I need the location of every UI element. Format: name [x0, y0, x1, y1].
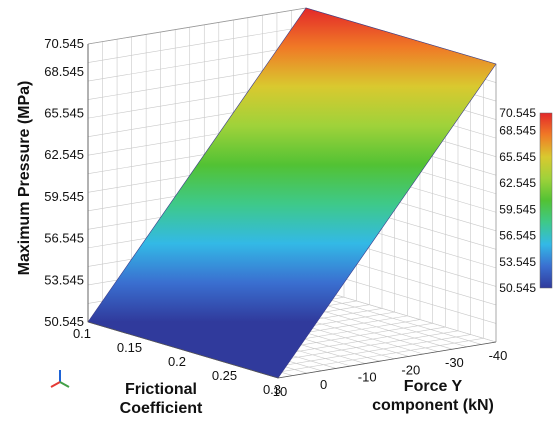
- axis-titles: Maximum Pressure (MPa) Frictional Coeffici…: [16, 81, 494, 417]
- x-tick-label: 0.15: [117, 340, 142, 355]
- axis-line: [277, 341, 497, 379]
- z-axis-title: Maximum Pressure (MPa): [16, 81, 33, 276]
- y-axis-title: Force Y: [404, 378, 463, 395]
- axis-triad-icon: [50, 370, 70, 388]
- pressure-surface: [87, 7, 497, 379]
- colorbar-tick-label: 70.545: [499, 106, 536, 120]
- triad-axis: [59, 381, 70, 388]
- grid-line: [265, 337, 484, 375]
- grid-line: [87, 26, 307, 63]
- grid-line: [252, 334, 471, 371]
- y-tick-label: 10: [273, 384, 287, 399]
- colorbar-tick-label: 68.545: [499, 124, 536, 138]
- z-tick-label: 50.545: [44, 314, 84, 329]
- colorbar-tick-label: 53.545: [499, 255, 536, 269]
- triad-axis: [50, 381, 61, 388]
- x-tick-label: 0.1: [73, 326, 91, 341]
- x-tick-label: 0.3: [263, 382, 281, 397]
- colorbar-tick-label: 62.545: [499, 176, 536, 190]
- colorbar-tick-label: 59.545: [499, 202, 536, 216]
- y-tick-label: -10: [358, 370, 377, 385]
- y-tick-label: -40: [489, 348, 508, 363]
- colorbar-tick-label: 56.545: [499, 229, 536, 243]
- y-tick-label: 0: [320, 377, 327, 392]
- colorbar: 50.545 53.545 56.545 59.545 62.545 65.545 68.5…: [499, 106, 553, 295]
- x-axis-title: Frictional: [125, 381, 197, 398]
- z-tick-label: 62.545: [44, 147, 84, 162]
- z-tick-label: 65.545: [44, 106, 84, 121]
- z-tick-label: 53.545: [44, 272, 84, 287]
- colorbar-tick-label: 50.545: [499, 281, 536, 295]
- x-axis-title: Coefficient: [120, 400, 203, 417]
- surface-plane: [87, 7, 497, 379]
- z-tick-label: 56.545: [44, 231, 84, 246]
- y-tick-label: -30: [445, 355, 464, 370]
- colorbar-tick-label: 65.545: [499, 150, 536, 164]
- x-tick-label: 0.2: [168, 354, 186, 369]
- colorbar-bar: [539, 112, 553, 289]
- z-tick-label: 70.545: [44, 36, 84, 51]
- y-axis-title: component (kN): [372, 397, 494, 414]
- z-tick-label: 59.545: [44, 189, 84, 204]
- grid-line: [87, 44, 307, 82]
- z-tick-label: 68.545: [44, 64, 84, 79]
- box-edge: [87, 7, 307, 45]
- axis-ticks: 0.1 0.15 0.2 0.25 0.310 0 -10 -20 -30 -40 50.545 53…: [44, 36, 507, 399]
- x-tick-label: 0.25: [212, 368, 237, 383]
- y-tick-label: -20: [401, 362, 420, 377]
- axis-line: [87, 321, 279, 379]
- grid-line: [305, 285, 497, 343]
